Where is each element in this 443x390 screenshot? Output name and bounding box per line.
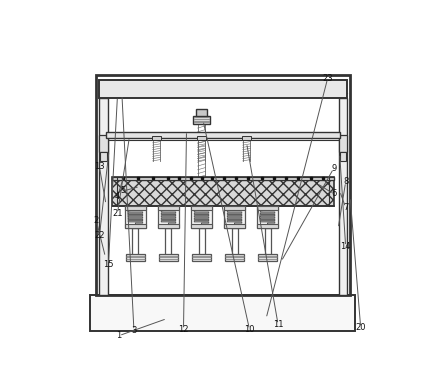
Bar [257, 206, 278, 209]
Text: 23: 23 [323, 74, 333, 83]
Text: 5: 5 [121, 186, 126, 195]
Text: 8: 8 [343, 177, 348, 186]
Text: 4: 4 [115, 192, 120, 202]
Bar [99, 98, 108, 294]
Text: 2: 2 [94, 216, 99, 225]
Bar [242, 136, 251, 140]
Bar [339, 135, 347, 152]
Bar [192, 254, 211, 261]
Bar [97, 75, 350, 294]
Text: 21: 21 [112, 209, 123, 218]
Bar [99, 80, 347, 98]
Text: 6: 6 [331, 190, 336, 199]
Bar [258, 254, 277, 261]
Text: 12: 12 [178, 325, 189, 334]
Text: 22: 22 [94, 232, 105, 241]
Bar [224, 224, 245, 229]
Bar [158, 206, 179, 209]
Bar [339, 98, 347, 294]
Bar [113, 177, 334, 181]
Bar [99, 135, 108, 152]
Bar [159, 254, 178, 261]
Bar [196, 109, 207, 116]
Text: 20: 20 [355, 323, 366, 332]
Text: 9: 9 [331, 164, 336, 173]
Bar [191, 224, 212, 229]
Bar [125, 206, 146, 229]
Bar [125, 224, 146, 229]
Bar [193, 116, 210, 124]
Bar [100, 152, 107, 161]
Text: 15: 15 [103, 260, 114, 269]
Text: 10: 10 [244, 325, 255, 334]
Bar [106, 132, 340, 138]
Text: 14: 14 [340, 242, 351, 251]
Bar [158, 206, 179, 229]
Bar [125, 206, 146, 209]
Bar [90, 294, 355, 331]
Bar [113, 177, 334, 206]
Bar [257, 206, 278, 229]
Bar [197, 136, 206, 140]
Bar [224, 206, 245, 209]
Bar [225, 254, 244, 261]
Text: 11: 11 [273, 320, 284, 329]
Bar [158, 224, 179, 229]
Bar [191, 206, 212, 229]
Bar [191, 206, 212, 209]
Bar [126, 254, 145, 261]
Text: 1: 1 [117, 331, 121, 340]
Bar [152, 136, 161, 140]
Text: 7: 7 [343, 203, 348, 212]
Bar [224, 206, 245, 229]
Bar [340, 152, 346, 161]
Text: 3: 3 [131, 326, 136, 335]
Text: 13: 13 [94, 162, 105, 172]
Bar [257, 224, 278, 229]
